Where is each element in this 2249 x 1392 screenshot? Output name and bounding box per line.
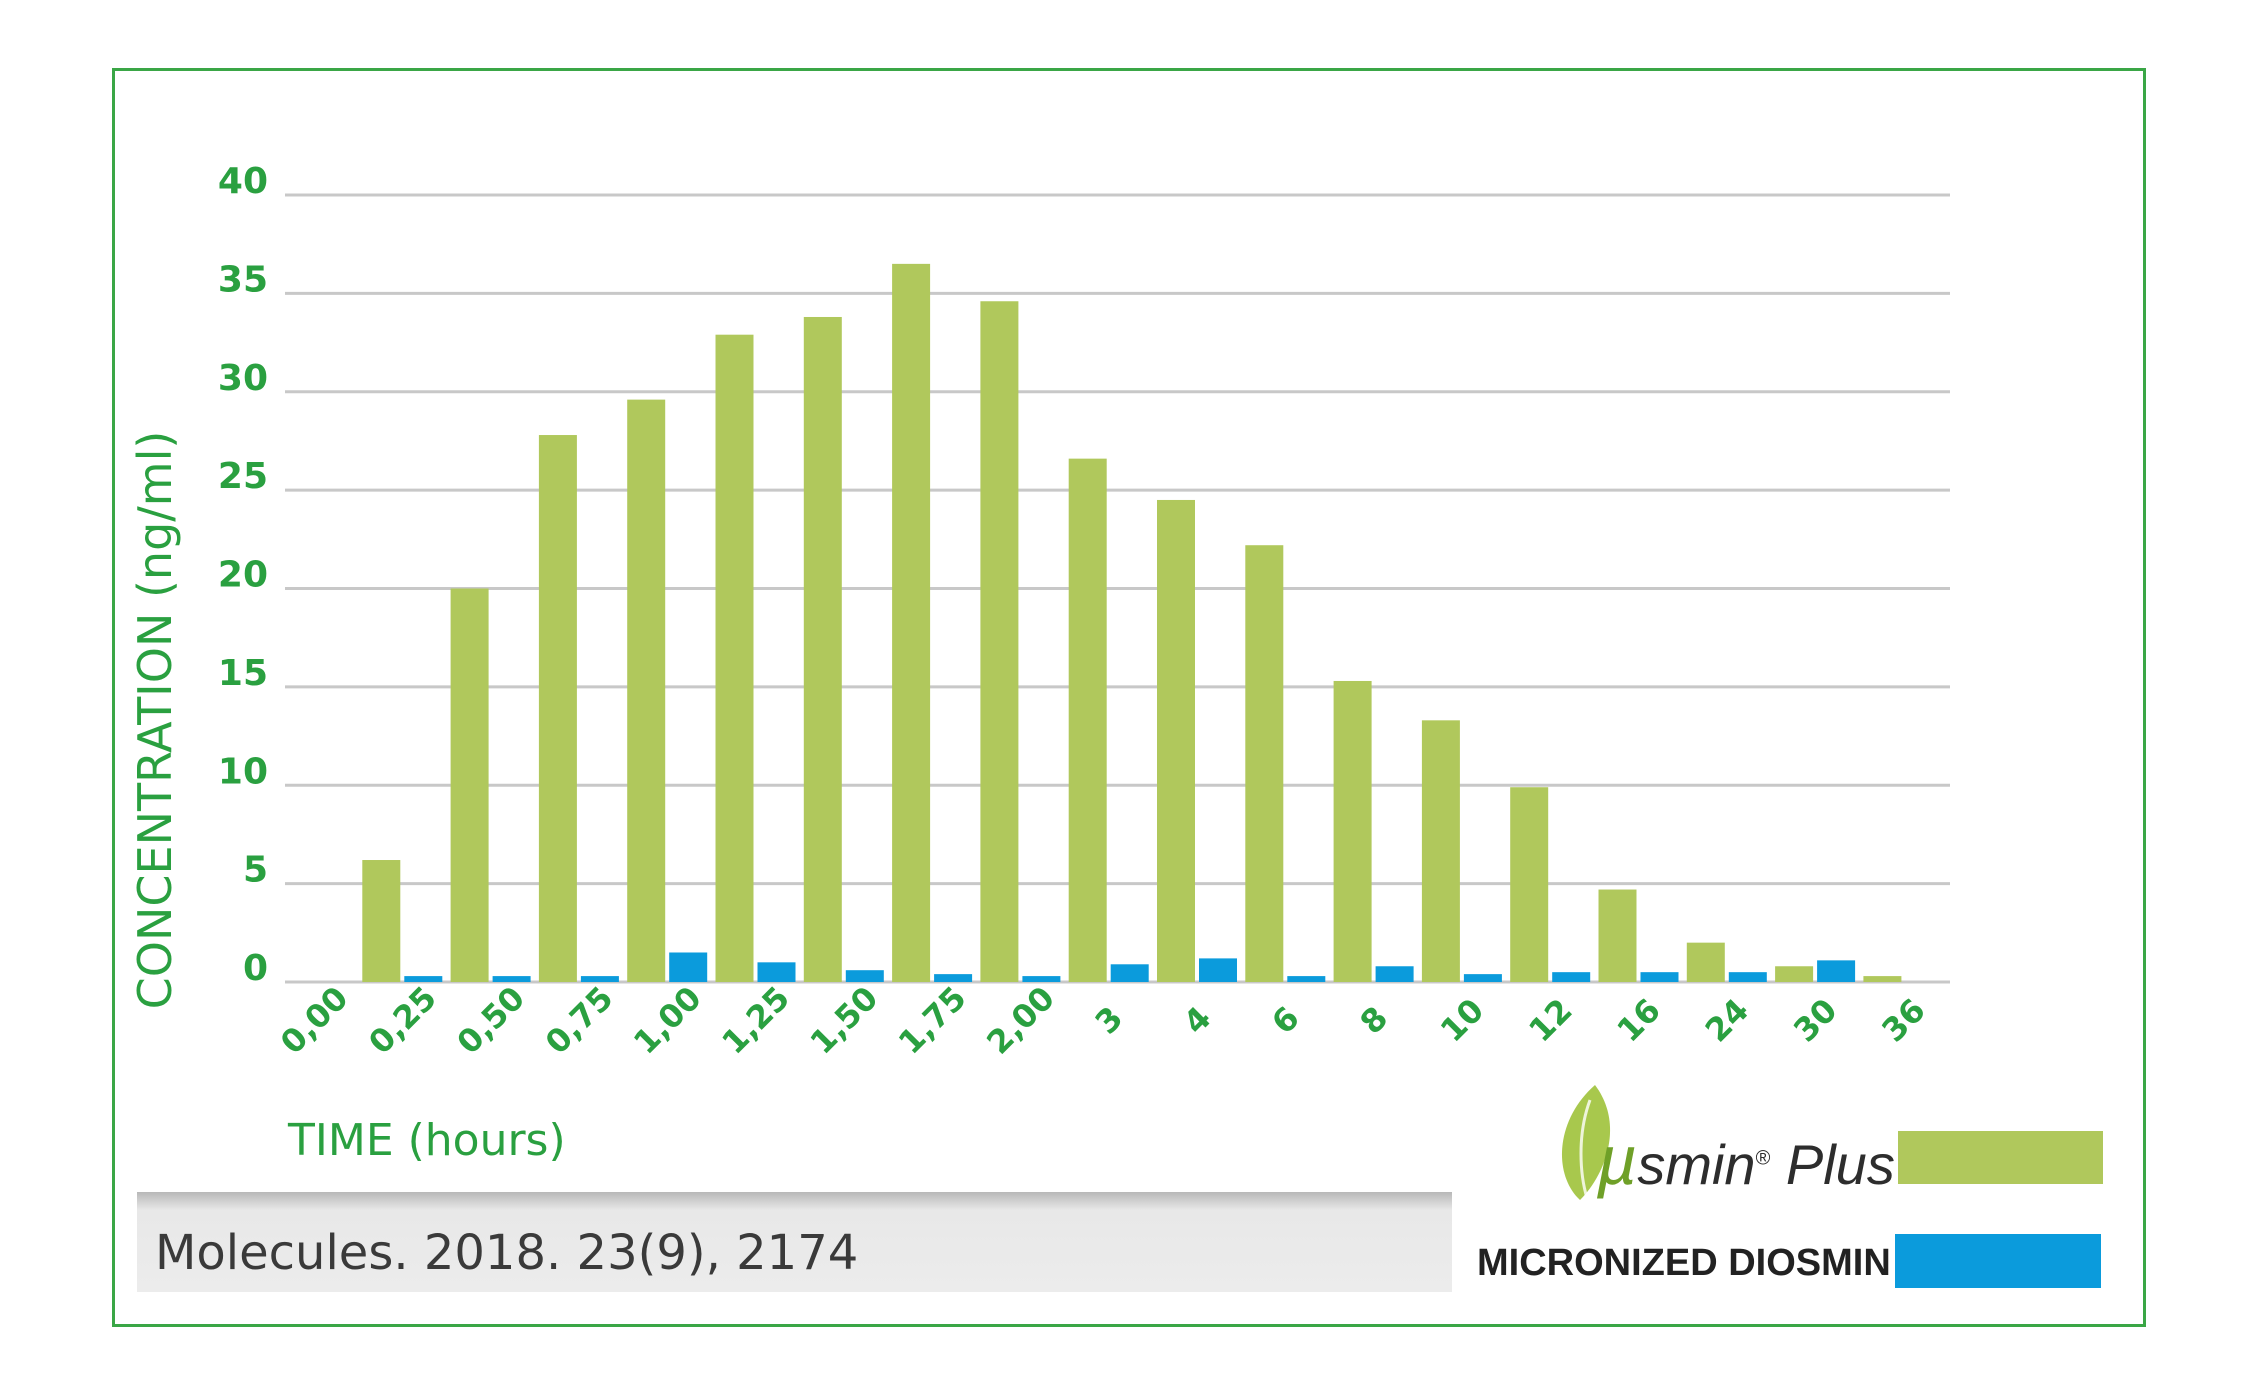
bar-usmin-plus bbox=[1775, 966, 1814, 982]
x-axis-label: TIME (hours) bbox=[288, 1115, 566, 1166]
bar-usmin-plus bbox=[1686, 942, 1725, 982]
bar-micronized-diosmin bbox=[1375, 966, 1414, 982]
x-tick-label: 0,00 bbox=[273, 979, 356, 1062]
bar-micronized-diosmin bbox=[934, 974, 973, 982]
y-tick-label: 30 bbox=[218, 358, 268, 399]
legend-swatch-micronized-diosmin bbox=[1895, 1234, 2101, 1288]
brand-name: smin bbox=[1637, 1133, 1756, 1196]
x-tick-label: 12 bbox=[1521, 991, 1579, 1049]
bar-usmin-plus bbox=[892, 263, 931, 982]
x-tick-label: 24 bbox=[1698, 991, 1756, 1049]
x-tick-label: 30 bbox=[1786, 991, 1844, 1049]
bar-usmin-plus bbox=[1245, 545, 1284, 982]
y-tick-label: 5 bbox=[243, 850, 268, 891]
x-tick-label: 2,00 bbox=[979, 979, 1062, 1062]
bar-micronized-diosmin bbox=[1640, 972, 1679, 982]
y-tick-label: 25 bbox=[218, 456, 268, 497]
bar-micronized-diosmin bbox=[580, 976, 619, 982]
bar-micronized-diosmin bbox=[404, 976, 443, 982]
bar-usmin-plus bbox=[627, 399, 666, 982]
legend-swatch-usmin-plus bbox=[1898, 1131, 2103, 1184]
bar-micronized-diosmin bbox=[1110, 964, 1149, 982]
bar-usmin-plus bbox=[803, 316, 842, 982]
bar-usmin-plus bbox=[1421, 720, 1460, 982]
bar-micronized-diosmin bbox=[1552, 972, 1591, 982]
bar-usmin-plus bbox=[715, 334, 754, 982]
y-tick-label: 15 bbox=[218, 653, 268, 694]
legend-label-micronized-diosmin: MICRONIZED DIOSMIN bbox=[1477, 1242, 1891, 1284]
bar-micronized-diosmin bbox=[1728, 972, 1767, 982]
brand-reg: ® bbox=[1755, 1147, 1771, 1170]
bar-usmin-plus bbox=[1598, 889, 1637, 982]
brand-logo-text: µsmin® Plus bbox=[1597, 1120, 1895, 1200]
x-tick-label: 8 bbox=[1353, 999, 1396, 1042]
chart-frame bbox=[112, 68, 2146, 1327]
bar-micronized-diosmin bbox=[1817, 960, 1856, 982]
bar-micronized-diosmin bbox=[669, 952, 708, 982]
x-tick-label: 1,50 bbox=[803, 979, 886, 1062]
bar-micronized-diosmin bbox=[845, 970, 884, 982]
x-tick-label: 0,50 bbox=[449, 979, 532, 1062]
bar-micronized-diosmin bbox=[1199, 958, 1237, 982]
y-axis-label: CONCENTRATION (ng/ml) bbox=[128, 430, 182, 1010]
x-tick-label: 0,25 bbox=[361, 979, 444, 1062]
bar-usmin-plus bbox=[1510, 787, 1549, 982]
x-tick-label: 1,25 bbox=[714, 979, 797, 1062]
x-tick-label: 6 bbox=[1264, 999, 1307, 1042]
bar-micronized-diosmin bbox=[492, 976, 531, 982]
y-tick-label: 10 bbox=[218, 751, 268, 792]
bar-usmin-plus bbox=[1157, 499, 1195, 982]
bar-usmin-plus bbox=[362, 860, 401, 982]
x-tick-label: 4 bbox=[1176, 999, 1219, 1042]
x-tick-label: 16 bbox=[1610, 991, 1668, 1049]
citation-box bbox=[137, 1192, 1452, 1292]
x-tick-label: 3 bbox=[1088, 999, 1131, 1042]
brand-mu: µ bbox=[1597, 1121, 1638, 1199]
x-tick-label: 10 bbox=[1433, 991, 1491, 1049]
x-tick-label: 0,75 bbox=[538, 979, 621, 1062]
x-tick-label: 1,75 bbox=[891, 979, 974, 1062]
bar-micronized-diosmin bbox=[1463, 974, 1502, 982]
y-tick-label: 40 bbox=[218, 161, 268, 202]
brand-suffix: Plus bbox=[1770, 1133, 1895, 1196]
bar-usmin-plus bbox=[1333, 680, 1372, 982]
x-tick-label: 36 bbox=[1874, 991, 1932, 1049]
bar-usmin-plus bbox=[1068, 458, 1107, 982]
bar-micronized-diosmin bbox=[1287, 976, 1326, 982]
y-tick-label: 0 bbox=[243, 948, 268, 989]
y-tick-label: 35 bbox=[218, 259, 268, 300]
citation: Molecules. 2018. 23(9), 2174 bbox=[155, 1225, 859, 1281]
y-tick-label: 20 bbox=[218, 555, 268, 596]
x-tick-label: 1,00 bbox=[626, 979, 709, 1062]
bar-usmin-plus bbox=[538, 435, 577, 982]
leaf-logo-icon bbox=[1561, 1085, 1611, 1200]
bar-usmin-plus bbox=[450, 588, 489, 982]
bar-micronized-diosmin bbox=[1022, 976, 1061, 982]
bar-usmin-plus bbox=[1863, 976, 1902, 982]
bar-usmin-plus bbox=[980, 301, 1019, 982]
bar-micronized-diosmin bbox=[757, 962, 796, 982]
